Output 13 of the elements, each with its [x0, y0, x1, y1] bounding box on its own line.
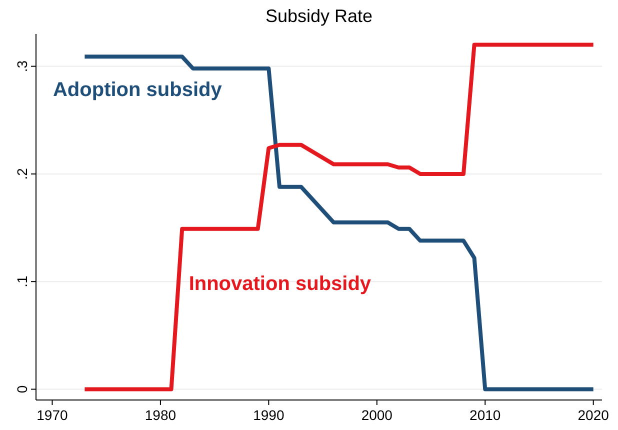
x-tick-label: 1990 [253, 407, 284, 423]
series-label: Innovation subsidy [188, 273, 372, 296]
y-tick-label: .3 [14, 60, 30, 72]
y-tick-label: .1 [14, 276, 30, 288]
chart-title: Subsidy Rate [265, 6, 373, 26]
x-tick-label: 2020 [578, 407, 610, 423]
y-tick-label: 0 [14, 385, 30, 394]
x-tick-label: 2000 [361, 407, 393, 423]
x-tick-label: 1980 [144, 407, 176, 423]
y-tick-label: .2 [14, 168, 30, 180]
x-tick-label: 1970 [36, 407, 68, 423]
series-label: Adoption subsidy [52, 79, 223, 102]
x-tick-label: 2010 [470, 407, 501, 423]
